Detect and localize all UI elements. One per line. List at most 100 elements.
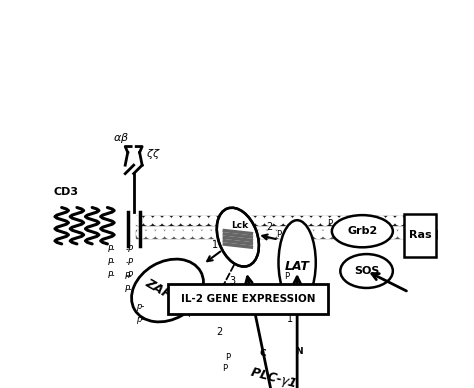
Circle shape xyxy=(348,216,358,225)
Circle shape xyxy=(230,229,239,238)
Circle shape xyxy=(314,229,323,238)
Circle shape xyxy=(172,216,181,225)
Circle shape xyxy=(146,229,155,238)
Circle shape xyxy=(134,216,144,225)
Text: P: P xyxy=(223,364,228,373)
Circle shape xyxy=(199,216,209,225)
Circle shape xyxy=(386,216,395,225)
Text: -P: -P xyxy=(125,271,133,280)
Circle shape xyxy=(330,216,339,225)
Text: p-: p- xyxy=(136,302,145,311)
Text: 2: 2 xyxy=(216,327,222,336)
Text: P-: P- xyxy=(108,271,115,280)
Circle shape xyxy=(358,216,367,225)
Circle shape xyxy=(276,229,286,238)
Circle shape xyxy=(320,216,330,225)
Circle shape xyxy=(342,229,351,238)
Circle shape xyxy=(164,229,174,238)
Circle shape xyxy=(302,216,311,225)
Text: P: P xyxy=(284,272,290,281)
Circle shape xyxy=(192,229,202,238)
Ellipse shape xyxy=(247,334,280,372)
Text: 1: 1 xyxy=(212,240,219,250)
Text: 1: 1 xyxy=(287,314,293,324)
Circle shape xyxy=(367,216,376,225)
Text: P-: P- xyxy=(125,285,133,294)
Text: P-: P- xyxy=(108,245,115,255)
Circle shape xyxy=(237,216,246,225)
Circle shape xyxy=(181,216,190,225)
Circle shape xyxy=(360,229,370,238)
Bar xyxy=(167,284,328,314)
Circle shape xyxy=(286,229,295,238)
Text: $\alpha\beta$: $\alpha\beta$ xyxy=(113,132,129,146)
Circle shape xyxy=(351,229,360,238)
Text: -P: -P xyxy=(125,258,133,267)
Circle shape xyxy=(137,229,146,238)
Bar xyxy=(404,214,436,256)
Circle shape xyxy=(304,229,314,238)
Ellipse shape xyxy=(332,215,393,247)
Ellipse shape xyxy=(283,332,315,371)
Circle shape xyxy=(220,229,230,238)
Circle shape xyxy=(295,229,304,238)
Text: P: P xyxy=(225,353,230,362)
Circle shape xyxy=(227,216,237,225)
Circle shape xyxy=(264,216,274,225)
Circle shape xyxy=(414,216,423,225)
Circle shape xyxy=(292,216,302,225)
Circle shape xyxy=(144,216,153,225)
Circle shape xyxy=(379,229,388,238)
Circle shape xyxy=(174,229,183,238)
Circle shape xyxy=(370,229,379,238)
Circle shape xyxy=(423,216,432,225)
Circle shape xyxy=(432,216,442,225)
Text: Lck: Lck xyxy=(231,221,248,230)
Circle shape xyxy=(376,216,386,225)
Circle shape xyxy=(267,229,276,238)
Text: $\zeta\zeta$: $\zeta\zeta$ xyxy=(146,147,161,161)
Circle shape xyxy=(246,216,255,225)
Bar xyxy=(136,230,438,238)
Text: CD3: CD3 xyxy=(53,187,78,197)
Circle shape xyxy=(190,216,199,225)
Circle shape xyxy=(339,216,348,225)
Text: IL-2 GENE EXPRESSION: IL-2 GENE EXPRESSION xyxy=(181,294,315,304)
Circle shape xyxy=(407,229,416,238)
Text: PLC-$\gamma$1: PLC-$\gamma$1 xyxy=(248,365,299,388)
Bar xyxy=(136,216,438,225)
Ellipse shape xyxy=(217,208,259,267)
Circle shape xyxy=(395,216,404,225)
Circle shape xyxy=(323,229,332,238)
Text: P: P xyxy=(328,219,333,228)
Circle shape xyxy=(283,216,292,225)
Text: p-: p- xyxy=(136,315,145,324)
Ellipse shape xyxy=(132,259,203,322)
Circle shape xyxy=(416,229,426,238)
Text: -P: -P xyxy=(125,245,133,255)
Circle shape xyxy=(155,229,164,238)
Circle shape xyxy=(211,229,220,238)
Circle shape xyxy=(218,216,227,225)
Ellipse shape xyxy=(279,220,316,305)
Circle shape xyxy=(202,229,211,238)
Circle shape xyxy=(258,229,267,238)
Text: LAT: LAT xyxy=(285,260,310,273)
Circle shape xyxy=(209,216,218,225)
Circle shape xyxy=(274,216,283,225)
Text: C: C xyxy=(259,349,266,358)
Ellipse shape xyxy=(233,336,340,388)
Circle shape xyxy=(248,229,258,238)
Text: P: P xyxy=(276,230,281,239)
Circle shape xyxy=(398,229,407,238)
Text: Grb2: Grb2 xyxy=(347,226,377,236)
Circle shape xyxy=(311,216,320,225)
Circle shape xyxy=(153,216,162,225)
Circle shape xyxy=(426,229,435,238)
Circle shape xyxy=(162,216,172,225)
Text: SOS: SOS xyxy=(354,266,379,276)
Circle shape xyxy=(255,216,264,225)
Text: 2: 2 xyxy=(267,222,273,232)
Text: N: N xyxy=(295,347,302,356)
Text: P-: P- xyxy=(125,272,133,281)
